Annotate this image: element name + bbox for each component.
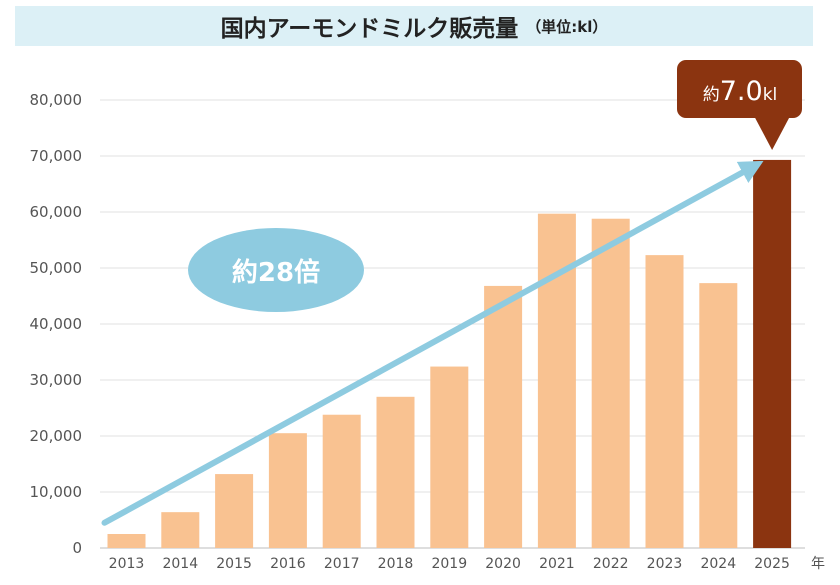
bar-2020 [484, 285, 523, 548]
bar-2019 [430, 366, 469, 548]
y-tick-label: 70,000 [30, 147, 83, 165]
x-tick-label: 2014 [162, 556, 198, 572]
x-tick-label: 2025 [754, 556, 790, 572]
growth-label: 約28倍 [232, 257, 320, 288]
x-tick-label: 2019 [431, 556, 467, 572]
growth-arrow [101, 160, 764, 526]
bar-2025 [753, 159, 792, 549]
x-tick-label: 2013 [109, 556, 145, 572]
chart-unit: （単位:kl） [526, 17, 608, 36]
bar-2023 [645, 255, 684, 548]
bar-2018 [376, 396, 415, 548]
callout-pointer [754, 116, 791, 150]
x-tick-label: 2020 [485, 556, 521, 572]
x-tick-label: 2018 [378, 556, 414, 572]
y-tick-label: 80,000 [30, 91, 83, 109]
bar-2014 [161, 512, 200, 548]
callout-value: 7.0 [720, 76, 763, 107]
bar-2024 [699, 283, 738, 548]
bar-2022 [591, 218, 630, 548]
bar-2015 [215, 474, 254, 548]
x-tick-label: 2016 [270, 556, 306, 572]
callout-label: 約7.0kl [703, 76, 778, 107]
y-tick-label: 60,000 [30, 203, 83, 221]
x-axis-unit-label: 年 [811, 556, 825, 572]
x-tick-label: 2023 [647, 556, 683, 572]
bar-2013 [107, 534, 146, 548]
y-tick-label: 10,000 [30, 483, 83, 501]
y-tick-label: 0 [72, 539, 82, 557]
bar-2017 [322, 414, 361, 548]
x-tick-label: 2015 [216, 556, 252, 572]
x-tick-label: 2022 [593, 556, 629, 572]
y-tick-label: 30,000 [30, 371, 83, 389]
chart-title-bar: 国内アーモンドミルク販売量 （単位:kl） [15, 6, 813, 46]
chart-title: 国内アーモンドミルク販売量 [220, 16, 519, 42]
x-tick-label: 2021 [539, 556, 575, 572]
bar-2016 [268, 433, 307, 548]
callout-box [677, 60, 802, 118]
y-tick-label: 40,000 [30, 315, 83, 333]
y-tick-label: 20,000 [30, 427, 83, 445]
callout-unit: kl [763, 85, 778, 105]
growth-badge [188, 228, 364, 312]
x-tick-label: 2024 [700, 556, 736, 572]
y-tick-label: 50,000 [30, 259, 83, 277]
callout-prefix: 約 [703, 85, 720, 105]
x-tick-label: 2017 [324, 556, 360, 572]
